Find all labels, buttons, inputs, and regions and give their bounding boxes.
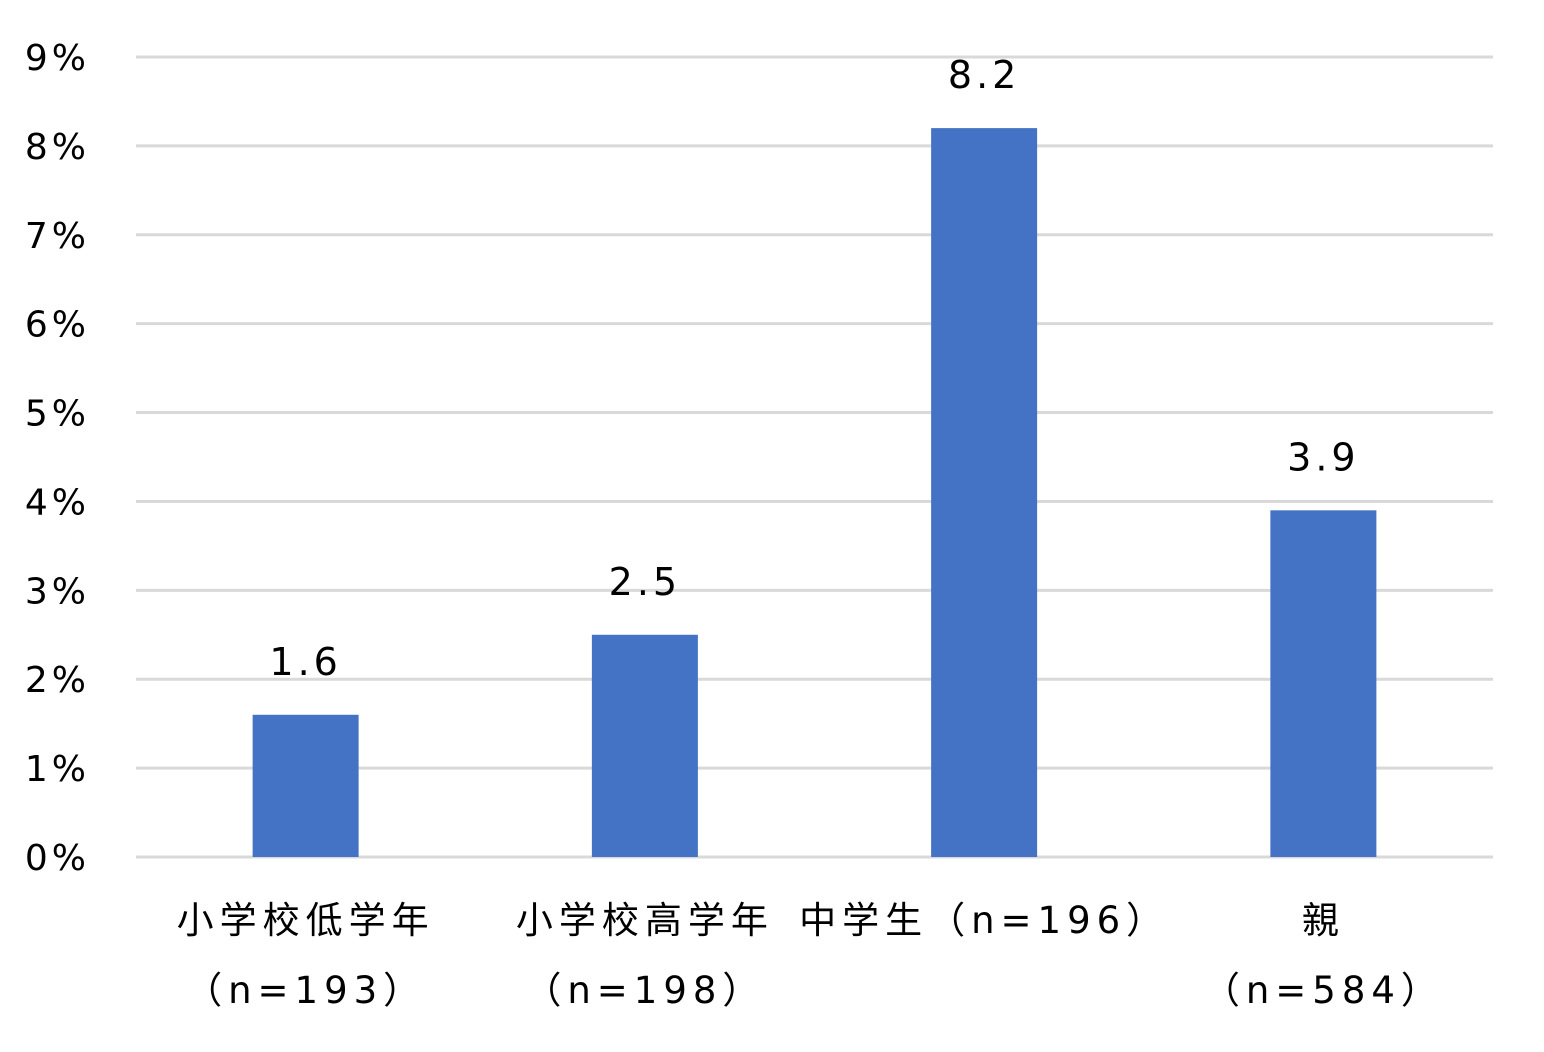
category-label: 小学校低学年 (177, 899, 435, 942)
bar (252, 714, 359, 857)
y-tick-label: 9% (25, 38, 90, 79)
y-axis-tick-labels: 0% 1% 2% 3% 4% 5% 6% 7% 8% 9% (25, 38, 90, 879)
y-tick-label: 2% (25, 660, 90, 701)
y-tick-label: 5% (25, 394, 90, 435)
category-labels: 小学校低学年 （n=193） 小学校高学年 （n=198） 中学生（n=196） 親 （n=… (177, 899, 1444, 1012)
y-tick-label: 1% (25, 749, 90, 790)
bar (931, 128, 1038, 858)
category-label: 親 (1302, 899, 1345, 942)
data-label: 2.5 (609, 560, 681, 604)
category-label: 中学生（n=196） (799, 899, 1169, 942)
bar (591, 634, 698, 857)
y-tick-label: 7% (25, 216, 90, 257)
data-label: 3.9 (1287, 435, 1359, 479)
y-tick-label: 0% (25, 838, 90, 879)
data-label: 1.6 (269, 640, 341, 684)
data-label: 8.2 (948, 53, 1020, 97)
gridlines (136, 55, 1493, 859)
data-labels: 1.6 2.5 8.2 3.9 (269, 53, 1359, 684)
bar (1270, 510, 1377, 857)
y-tick-label: 4% (25, 482, 90, 523)
category-label: （n=584） (1203, 969, 1444, 1012)
y-tick-label: 3% (25, 571, 90, 612)
category-label: （n=193） (185, 969, 426, 1012)
category-label: （n=198） (524, 969, 765, 1012)
y-tick-label: 8% (25, 127, 90, 168)
category-label: 小学校高学年 (516, 899, 774, 942)
y-tick-label: 6% (25, 305, 90, 346)
bars (252, 128, 1377, 858)
